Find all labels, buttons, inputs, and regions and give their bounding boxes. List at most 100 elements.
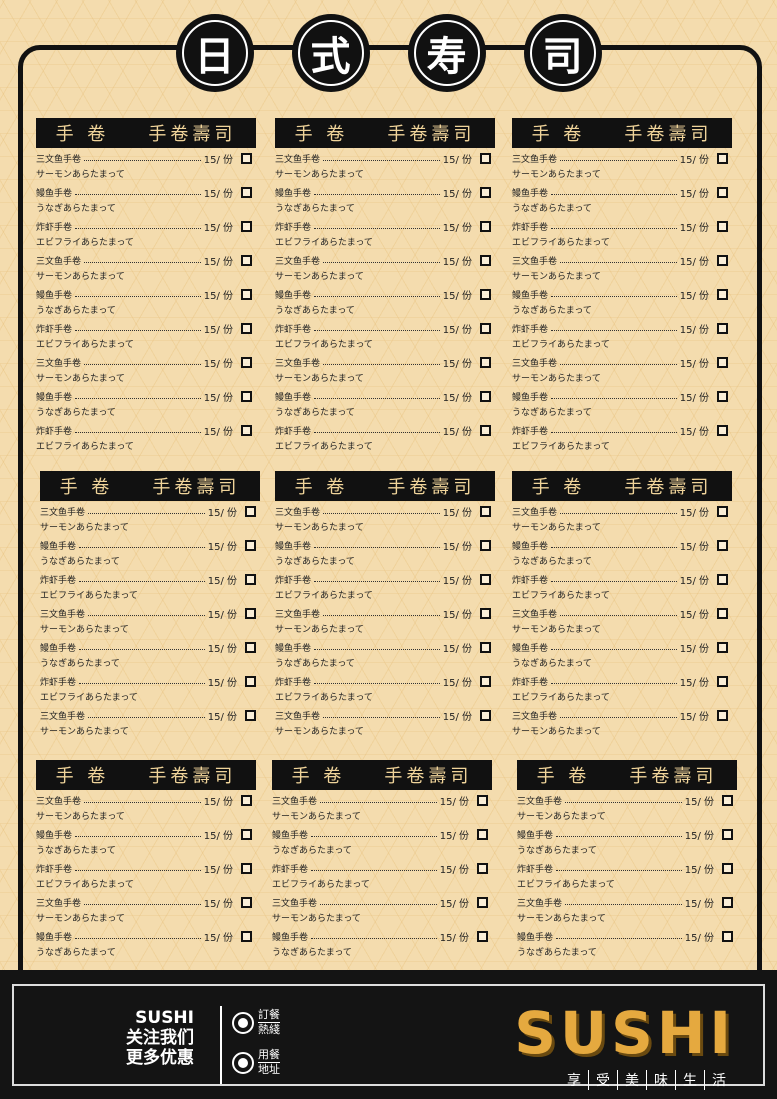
item-name: 三文鱼手卷 — [40, 507, 86, 518]
order-checkbox[interactable] — [477, 862, 488, 874]
order-checkbox[interactable] — [245, 573, 256, 585]
order-checkbox[interactable] — [717, 573, 728, 585]
menu-section: 手 卷手卷壽司 三文鱼手卷 15/ 份サーモンあらたまって 鳗鱼手卷 15/ 份うなぎあ… — [275, 118, 495, 454]
order-checkbox[interactable] — [717, 322, 728, 334]
order-checkbox[interactable] — [245, 539, 256, 551]
item-subtitle: サーモンあらたまって — [512, 625, 601, 635]
order-checkbox[interactable] — [717, 709, 728, 721]
order-checkbox[interactable] — [722, 896, 733, 908]
order-checkbox[interactable] — [480, 152, 491, 164]
order-checkbox[interactable] — [245, 709, 256, 721]
menu-section: 手 卷手卷壽司 三文鱼手卷 15/ 份サーモンあらたまって 鳗鱼手卷 15/ 份うなぎあ… — [40, 471, 260, 739]
order-checkbox[interactable] — [717, 539, 728, 551]
order-checkbox[interactable] — [480, 254, 491, 266]
order-checkbox[interactable] — [717, 424, 728, 436]
order-checkbox[interactable] — [477, 794, 488, 806]
order-checkbox[interactable] — [241, 862, 252, 874]
order-checkbox[interactable] — [477, 828, 488, 840]
order-checkbox[interactable] — [477, 930, 488, 942]
order-checkbox[interactable] — [480, 356, 491, 368]
order-checkbox[interactable] — [241, 390, 252, 402]
order-checkbox[interactable] — [722, 794, 733, 806]
order-checkbox[interactable] — [480, 322, 491, 334]
item-price: 15/ 份 — [679, 324, 709, 336]
order-checkbox[interactable] — [241, 828, 252, 840]
order-checkbox[interactable] — [717, 641, 728, 653]
order-checkbox[interactable] — [245, 607, 256, 619]
item-name: 鳗鱼手卷 — [517, 932, 554, 943]
dot-leader — [75, 223, 201, 229]
order-checkbox[interactable] — [480, 675, 491, 687]
item-subtitle: エビフライあらたまって — [275, 693, 373, 703]
order-checkbox[interactable] — [717, 220, 728, 232]
order-checkbox[interactable] — [717, 675, 728, 687]
order-checkbox[interactable] — [717, 505, 728, 517]
order-checkbox[interactable] — [717, 356, 728, 368]
item-subtitle: うなぎあらたまって — [36, 408, 116, 418]
order-checkbox[interactable] — [717, 254, 728, 266]
order-checkbox[interactable] — [241, 930, 252, 942]
dot-leader — [84, 797, 201, 803]
item-subtitle: エビフライあらたまって — [40, 693, 138, 703]
order-checkbox[interactable] — [480, 288, 491, 300]
order-checkbox[interactable] — [241, 322, 252, 334]
order-checkbox[interactable] — [245, 641, 256, 653]
phone-icon — [232, 1011, 254, 1034]
item-price: 15/ 份 — [203, 188, 233, 200]
menu-item: 鳗鱼手卷 15/ 份うなぎあらたまって — [275, 386, 495, 420]
order-checkbox[interactable] — [241, 186, 252, 198]
order-checkbox[interactable] — [722, 828, 733, 840]
dot-leader — [556, 831, 682, 837]
item-subtitle: サーモンあらたまって — [275, 170, 364, 180]
item-price: 15/ 份 — [207, 507, 237, 519]
order-checkbox[interactable] — [245, 675, 256, 687]
item-price: 15/ 份 — [203, 932, 233, 944]
order-checkbox[interactable] — [241, 794, 252, 806]
dot-leader — [311, 865, 437, 871]
menu-item: 三文鱼手卷 15/ 份サーモンあらたまって — [512, 352, 732, 386]
dot-leader — [551, 291, 677, 297]
order-checkbox[interactable] — [717, 607, 728, 619]
order-checkbox[interactable] — [241, 356, 252, 368]
order-checkbox[interactable] — [480, 505, 491, 517]
item-subtitle: サーモンあらたまって — [36, 170, 125, 180]
dot-leader — [560, 610, 677, 616]
order-checkbox[interactable] — [245, 505, 256, 517]
item-price: 15/ 份 — [442, 541, 472, 553]
order-checkbox[interactable] — [480, 220, 491, 232]
dot-leader — [320, 899, 437, 905]
item-name: 炸虾手卷 — [40, 677, 77, 688]
order-checkbox[interactable] — [480, 607, 491, 619]
order-checkbox[interactable] — [480, 539, 491, 551]
section-header-right: 手卷壽司 — [152, 477, 241, 498]
item-subtitle: サーモンあらたまって — [40, 727, 129, 737]
menu-item: 三文鱼手卷 15/ 份サーモンあらたまって — [512, 603, 732, 637]
dot-leader — [323, 257, 440, 263]
dot-leader — [565, 899, 682, 905]
order-checkbox[interactable] — [241, 152, 252, 164]
item-name: 三文鱼手卷 — [512, 154, 558, 165]
order-checkbox[interactable] — [717, 390, 728, 402]
order-checkbox[interactable] — [722, 862, 733, 874]
order-checkbox[interactable] — [480, 186, 491, 198]
order-checkbox[interactable] — [480, 709, 491, 721]
menu-item: 三文鱼手卷 15/ 份サーモンあらたまって — [36, 790, 256, 824]
order-checkbox[interactable] — [717, 186, 728, 198]
item-subtitle: エビフライあらたまって — [275, 591, 373, 601]
order-checkbox[interactable] — [241, 896, 252, 908]
order-checkbox[interactable] — [477, 896, 488, 908]
item-price: 15/ 份 — [442, 188, 472, 200]
order-checkbox[interactable] — [480, 641, 491, 653]
order-checkbox[interactable] — [480, 390, 491, 402]
menu-item: 三文鱼手卷 15/ 份サーモンあらたまって — [517, 790, 737, 824]
order-checkbox[interactable] — [717, 152, 728, 164]
order-checkbox[interactable] — [717, 288, 728, 300]
sushi-logo: SUSHI — [514, 999, 735, 1067]
order-checkbox[interactable] — [241, 220, 252, 232]
order-checkbox[interactable] — [480, 573, 491, 585]
order-checkbox[interactable] — [722, 930, 733, 942]
order-checkbox[interactable] — [241, 424, 252, 436]
order-checkbox[interactable] — [480, 424, 491, 436]
order-checkbox[interactable] — [241, 288, 252, 300]
order-checkbox[interactable] — [241, 254, 252, 266]
